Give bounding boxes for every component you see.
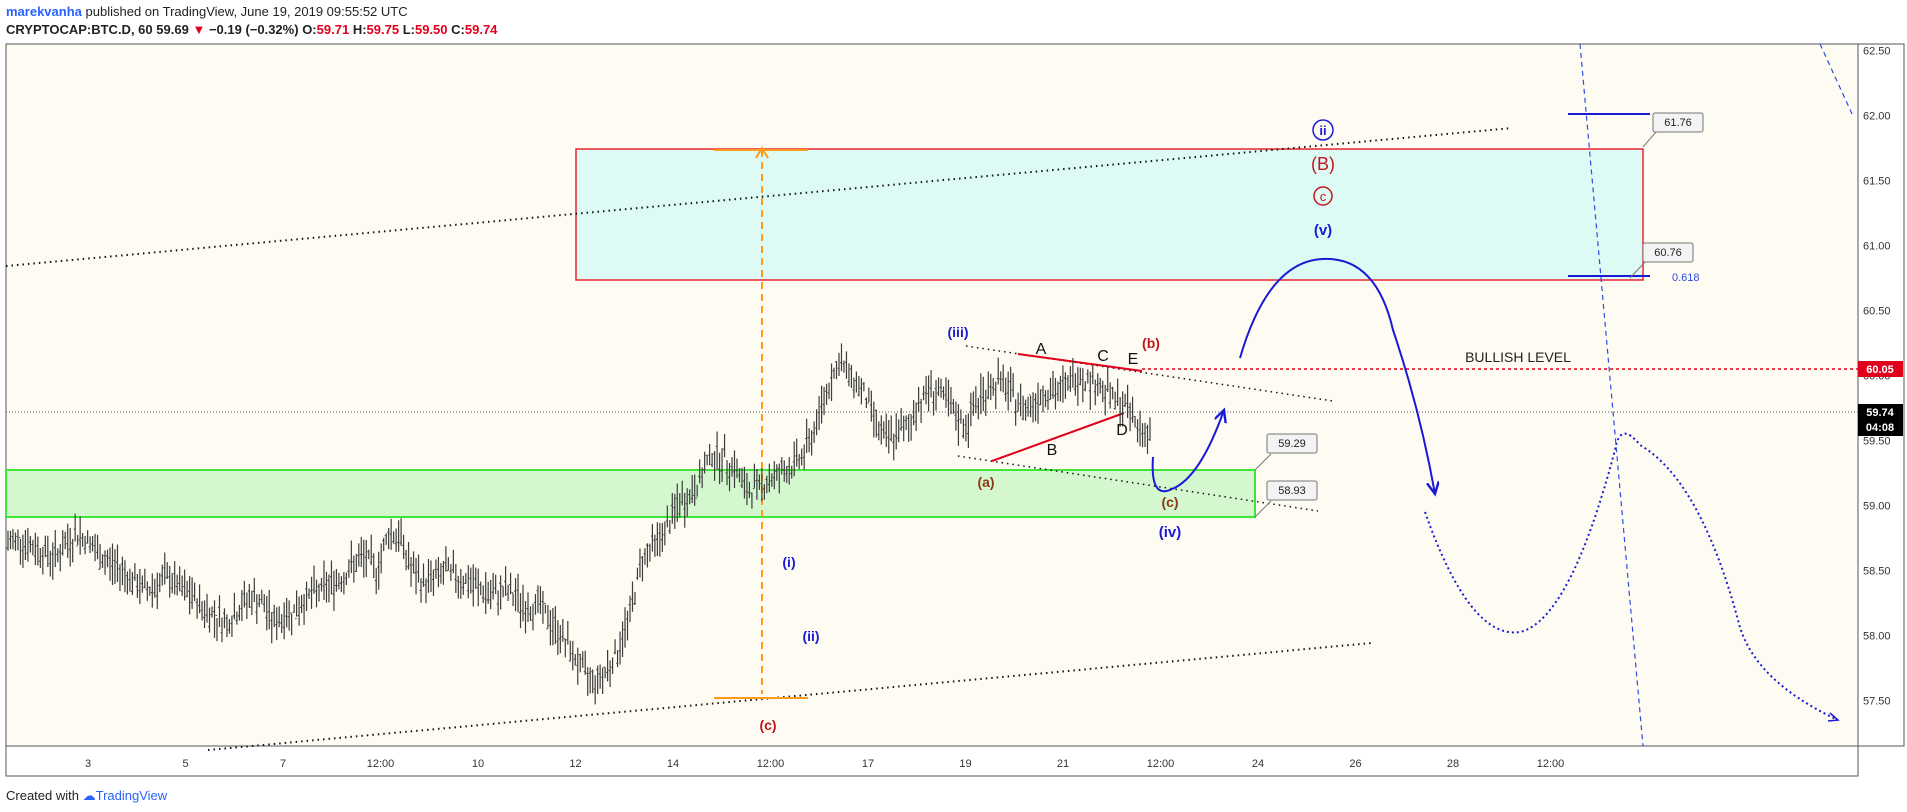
wave-ii-circle-label: ii [1319,123,1326,138]
triangle-b-label: B [1047,442,1058,459]
wave-i-label: (i) [782,554,795,570]
price-axis[interactable] [1857,43,1905,747]
x-tick-label: 14 [667,758,679,770]
y-tick-label: 60.50 [1863,306,1891,318]
last-price: 59.69 [156,22,189,37]
countdown-text: 04:08 [1866,422,1894,434]
bullish-level-tag[interactable]: 60.05 [1858,361,1903,377]
triangle-c-label: C [1097,348,1109,365]
x-tick-label: 17 [862,758,874,770]
triangle-a-label: A [1036,341,1047,358]
lower-channel-line[interactable] [207,642,1373,751]
triangle-red-bottom[interactable] [991,412,1125,462]
low-value: 59.50 [414,22,448,37]
high-label: H: [352,22,367,37]
x-tick-label: 3 [85,758,91,770]
wave-c-bottom-label: (c) [759,717,776,733]
wave-v-label: (v) [1314,222,1332,239]
projected-arrow-tip [1827,712,1840,722]
x-tick-label: 19 [959,758,971,770]
x-tick-label: 12:00 [1147,758,1175,770]
fib-label: 0.618 [1672,272,1700,284]
triangle-lower-line[interactable] [957,455,1319,512]
upper-channel-line[interactable] [5,127,1513,267]
open-value: 59.71 [316,22,350,37]
y-tick-label: 59.00 [1863,501,1891,513]
price-change: −0.19 (−0.32%) [208,22,299,37]
wave-iv-label: (iv) [1159,524,1182,541]
callout-60-76-text: 60.76 [1654,247,1682,259]
x-tick-label: 21 [1057,758,1069,770]
wave-ii-label: (ii) [802,628,819,644]
projected-wave-small[interactable] [1151,410,1224,493]
close-label: C: [451,22,465,37]
y-tick-label: 59.50 [1863,436,1891,448]
current-price-tag-text: 59.74 [1866,407,1894,419]
x-tick-label: 12:00 [367,758,395,770]
bullish-level-tag-text: 60.05 [1866,364,1894,376]
y-tick-label: 57.50 [1863,696,1891,708]
x-tick-label: 12:00 [757,758,785,770]
y-tick-label: 58.00 [1863,631,1891,643]
down-triangle-icon: ▼ [192,22,206,37]
y-tick-label: 58.50 [1863,566,1891,578]
close-value: 59.74 [464,22,498,37]
symbol[interactable]: CRYPTOCAP:BTC.D, 60 [6,22,153,37]
open-label: O: [302,22,317,37]
x-tick-label: 24 [1252,758,1264,770]
callout-60-76[interactable]: 60.76 [1629,242,1694,279]
callout-59-29-text: 59.29 [1278,438,1306,450]
high-value: 59.75 [366,22,400,37]
x-tick-label: 5 [182,758,188,770]
author-link[interactable]: marekvanha [6,4,82,19]
triangle-red-top[interactable] [1017,353,1143,372]
callout-59-29[interactable]: 59.29 [1254,433,1318,471]
time-axis[interactable] [5,745,1859,777]
callout-58-93-text: 58.93 [1278,485,1306,497]
wave-c-circle-label: c [1320,189,1327,204]
symbol-line: CRYPTOCAP:BTC.D, 60 59.69 ▼ −0.19 (−0.32… [6,22,497,37]
wave-c-circle [1313,186,1333,206]
wave-b-big-label: (B) [1311,154,1335,174]
y-tick-label: 61.50 [1863,176,1891,188]
publish-line: marekvanha published on TradingView, Jun… [6,4,408,19]
tradingview-link[interactable]: TradingView [95,788,168,803]
triangle-d-label: D [1116,422,1128,439]
bullish-level-text: BULLISH LEVEL [1465,349,1571,365]
callout-58-93[interactable]: 58.93 [1254,480,1318,518]
callout-61-76[interactable]: 61.76 [1642,112,1704,148]
wave-ii-circle [1312,119,1334,141]
low-label: L: [402,22,415,37]
x-axis-labels: 3 5 7 12:00 10 12 14 12:00 17 19 21 12:00 24 26 28 12:0… [85,758,1564,770]
wave-b-small-label: (b) [1142,335,1160,351]
published-text: published on TradingView, June 19, 2019 … [85,4,408,19]
projected-dotted-path[interactable] [1424,432,1839,721]
current-price-tag[interactable]: 59.74 04:08 [1858,404,1903,436]
wave-iii-label: (iii) [948,324,969,340]
price-bars[interactable] [6,343,1151,705]
callout-61-76-text: 61.76 [1664,117,1692,129]
x-tick-label: 28 [1447,758,1459,770]
y-tick-label: 62.50 [1863,46,1891,58]
target-zone[interactable] [575,148,1644,281]
x-tick-label: 12 [569,758,581,770]
support-zone[interactable] [5,469,1256,518]
y-tick-label: 62.00 [1863,111,1891,123]
wave-a-small-label: (a) [977,474,994,490]
footer: Created with ☁TradingView [6,788,167,804]
x-tick-label: 26 [1349,758,1361,770]
tradingview-logo-icon: ☁ [82,788,96,803]
created-with-text: Created with [6,788,79,803]
projected-wave-v[interactable] [1239,257,1435,494]
x-tick-label: 7 [280,758,286,770]
steep-line-1[interactable] [1579,43,1644,747]
projection-arrowhead [755,146,769,159]
wave-c-small-label: (c) [1161,494,1178,510]
price-chart[interactable]: 61.76 60.76 59.29 58.93 0.618 (iii) (i) … [0,40,1907,782]
triangle-e-label: E [1128,351,1139,368]
steep-line-2[interactable] [1819,43,1854,117]
x-tick-label: 10 [472,758,484,770]
y-tick-label: 61.00 [1863,241,1891,253]
x-tick-label: 12:00 [1537,758,1565,770]
